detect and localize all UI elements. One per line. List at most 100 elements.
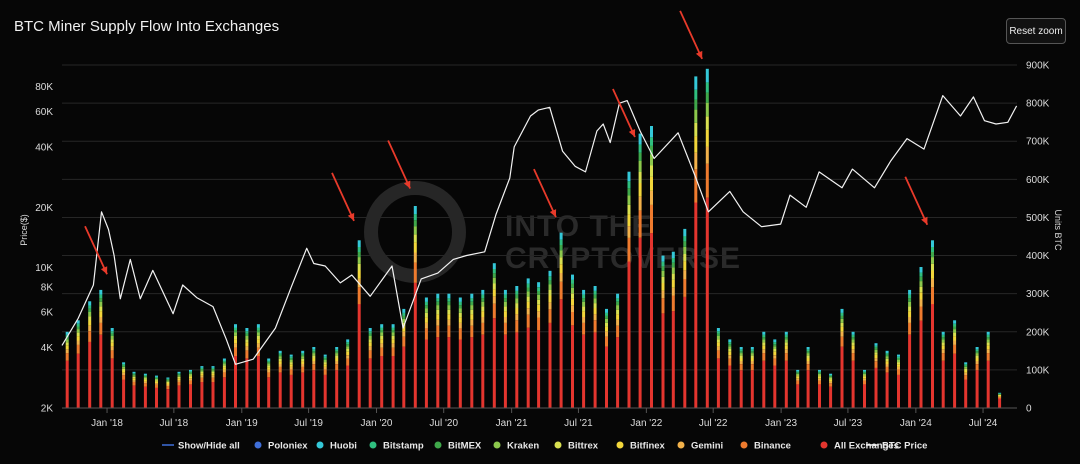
bar-segment-gemini: [559, 273, 563, 282]
bar: [919, 267, 923, 408]
x-tick-label: Jul '19: [294, 418, 323, 429]
bar-segment-gemini: [267, 369, 271, 373]
bar-segment-bitstamp: [99, 294, 103, 299]
reset-zoom-button[interactable]: Reset zoom: [1006, 18, 1066, 44]
bar-segment-huobi: [447, 293, 451, 299]
legend-item[interactable]: All Exchanges: [820, 441, 899, 452]
bar-segment-bitmex: [88, 308, 92, 312]
bar-segment-huobi: [278, 350, 282, 354]
bar-segment-bitstamp: [200, 367, 204, 370]
bar-segment-bitmex: [222, 361, 226, 364]
legend-item[interactable]: Bitfinex: [616, 441, 666, 452]
bar-segment-all_exchanges: [436, 337, 440, 408]
bar-segment-bittrex: [829, 378, 833, 380]
bar-segment-binance: [323, 369, 327, 375]
bar-segment-huobi: [503, 289, 507, 295]
bar-segment-bitstamp: [424, 301, 428, 306]
x-tick-label: Jul '18: [160, 418, 189, 429]
legend-item[interactable]: Kraken: [493, 441, 540, 452]
bar-segment-bitfinex: [267, 367, 271, 370]
bar-segment-huobi: [796, 369, 800, 372]
bar-segment-all_exchanges: [245, 358, 249, 408]
bar-segment-bitmex: [537, 291, 541, 295]
bar-segment-bitfinex: [402, 326, 406, 332]
bar-segment-gemini: [143, 381, 147, 384]
bar-segment-bitstamp: [694, 89, 698, 100]
legend-item[interactable]: Bitstamp: [369, 441, 424, 452]
y-left-axis-title: Price($): [19, 214, 29, 246]
bar-segment-gemini: [998, 396, 1002, 398]
bar: [357, 240, 361, 408]
legend-item[interactable]: Huobi: [316, 441, 357, 452]
bar-segment-bitstamp: [402, 312, 406, 316]
bar-segment-binance: [975, 364, 979, 371]
legend-item[interactable]: Gemini: [677, 441, 724, 452]
bars: [65, 68, 1002, 408]
bar-segment-gemini: [818, 378, 821, 381]
bar-segment-bitfinex: [346, 351, 350, 356]
annotation-arrow: [331, 172, 355, 222]
legend-item[interactable]: Poloniex: [254, 441, 309, 452]
bar-segment-kraken: [716, 336, 720, 340]
bar-segment-kraken: [200, 370, 204, 372]
x-tick-label: Jan '20: [361, 418, 393, 429]
bar-segment-gemini: [694, 152, 698, 170]
bar-segment-huobi: [964, 362, 968, 365]
bar: [211, 366, 215, 408]
bar-segment-bitmex: [931, 252, 934, 257]
y-left-tick-label: 4K: [41, 343, 54, 354]
bar-segment-bittrex: [357, 263, 361, 271]
legend-item[interactable]: Bittrex: [554, 441, 599, 452]
legend-item[interactable]: BTC Price: [866, 441, 927, 452]
bar-segment-bittrex: [503, 306, 507, 312]
bar-segment-gemini: [683, 270, 687, 280]
bar-segment-kraken: [245, 336, 249, 340]
bar-segment-all_exchanges: [346, 365, 350, 408]
bar-segment-binance: [582, 322, 586, 335]
bar-segment-bitstamp: [964, 364, 968, 366]
legend-item[interactable]: Binance: [740, 441, 791, 452]
bar-segment-all_exchanges: [829, 386, 833, 408]
bar-segment-bitfinex: [65, 345, 69, 350]
bar-segment-bittrex: [155, 380, 158, 382]
bar-segment-bitfinex: [323, 364, 327, 367]
arrow-head: [100, 266, 108, 275]
bar-segment-bitmex: [885, 354, 889, 357]
legend-label: All Exchanges: [834, 441, 899, 452]
bar-segment-binance: [132, 381, 136, 386]
bar-segment-all_exchanges: [750, 370, 754, 408]
bar-segment-bitstamp: [110, 331, 114, 334]
bar-segment-huobi: [436, 293, 440, 299]
legend-item[interactable]: Show/Hide all: [162, 441, 240, 452]
bar: [694, 76, 698, 408]
bar-segment-bittrex: [424, 313, 428, 318]
bar-segment-bitmex: [413, 220, 417, 227]
bar-segment-huobi: [413, 206, 417, 215]
bar-segment-bitfinex: [278, 361, 282, 364]
bar-segment-binance: [998, 397, 1002, 399]
bar-segment-bitfinex: [863, 376, 866, 379]
bar-segment-bittrex: [953, 332, 957, 337]
bar-segment-gemini: [548, 302, 552, 310]
bar-segment-gemini: [481, 317, 485, 323]
bar-segment-huobi: [312, 347, 316, 350]
bar-segment-all_exchanges: [728, 365, 732, 408]
bar-segment-all_exchanges: [986, 360, 990, 408]
bar-segment-all_exchanges: [189, 384, 192, 408]
bar-segment-bitstamp: [716, 331, 720, 334]
bar-segment-bittrex: [256, 335, 260, 340]
bar-segment-huobi: [975, 347, 979, 350]
x-tick-label: Jul '21: [564, 418, 593, 429]
bar-segment-binance: [559, 281, 563, 300]
bar-segment-bitstamp: [863, 371, 866, 373]
bar-segment-bitfinex: [76, 336, 80, 341]
bar-segment-bittrex: [975, 355, 979, 358]
bar-segment-bitmex: [526, 287, 530, 292]
bar-segment-bitstamp: [548, 276, 552, 281]
bar-segment-bitfinex: [470, 314, 474, 320]
arrow-head: [403, 180, 411, 189]
bar: [177, 371, 181, 408]
legend-item[interactable]: BitMEX: [434, 441, 482, 452]
y-right-tick-label: 400K: [1026, 251, 1050, 262]
bar-segment-bitstamp: [335, 349, 339, 352]
